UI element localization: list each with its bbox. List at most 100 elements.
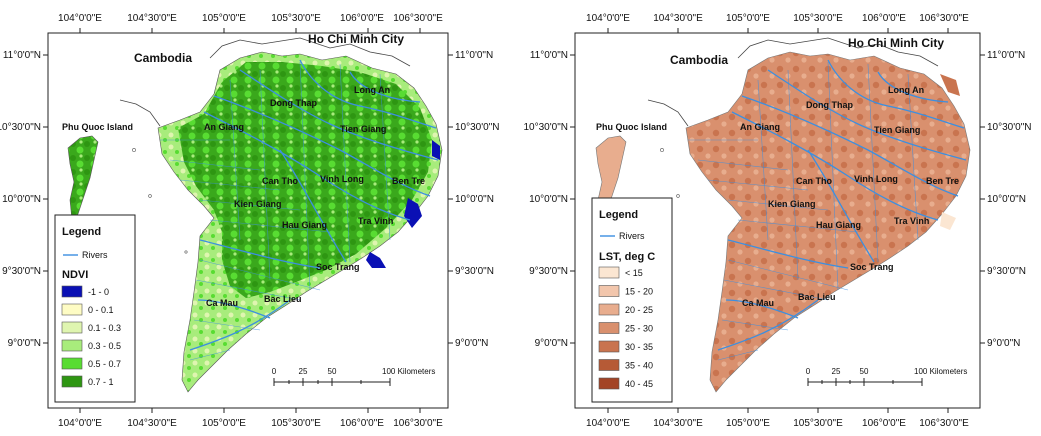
- lon-ticks: [43, 28, 453, 413]
- lon-label-bottom: 104°30'0"E: [653, 418, 703, 429]
- lon-label-top: 105°30'0"E: [271, 13, 321, 24]
- label-can-tho: Can Tho: [262, 176, 298, 186]
- legend-swatch: [598, 359, 620, 371]
- legend-swatch: [598, 285, 620, 297]
- scale-end-label: 100 Kilometers: [914, 367, 967, 376]
- rivers: [189, 59, 439, 351]
- canals: [688, 61, 919, 361]
- lon-label-top: 104°30'0"E: [653, 13, 703, 24]
- lon-label-top: 105°0'0"E: [726, 13, 770, 24]
- label-long-an: Long An: [354, 85, 390, 95]
- lat-label-right: 11°0'0"N: [987, 50, 1025, 61]
- lon-label-bottom: 105°0'0"E: [726, 418, 770, 429]
- label-an-giang: An Giang: [740, 122, 780, 132]
- legend-rivers-label: Rivers: [82, 250, 108, 260]
- lat-label-right: 11°0'0"N: [455, 50, 493, 61]
- label-tra-vinh: Tra Vinh: [358, 216, 393, 226]
- lat-label-left: 11°0'0"N: [530, 50, 568, 61]
- legend-swatch: [61, 375, 83, 388]
- lon-label-top: 106°0'0"E: [340, 13, 384, 24]
- scale-tick-label: 25: [832, 367, 841, 376]
- lon-ticks: [570, 28, 985, 413]
- label-cambodia: Cambodia: [134, 51, 192, 65]
- label-ca-mau: Ca Mau: [206, 298, 238, 308]
- legend-class-label: 35 - 40: [625, 361, 653, 371]
- scale-tick-label: 50: [328, 367, 337, 376]
- lon-label-bottom: 104°30'0"E: [127, 418, 177, 429]
- lat-label-left: 10°0'0"N: [2, 194, 41, 205]
- lat-label-left: 11°0'0"N: [3, 50, 41, 61]
- scale-tick-label: 25: [299, 367, 308, 376]
- legend-title: Legend: [62, 226, 101, 238]
- label-bac-lieu: Bac Lieu: [264, 294, 302, 304]
- label-dong-thap: Dong Thap: [806, 100, 853, 110]
- canals: [160, 61, 391, 361]
- lon-label-bottom: 105°30'0"E: [793, 418, 843, 429]
- scale-bar: 0 25 50 100 Kilometers: [806, 367, 967, 386]
- label-bac-lieu: Bac Lieu: [798, 292, 836, 302]
- legend-class-label: 40 - 45: [625, 379, 653, 389]
- lat-label-left: 9°0'0"N: [8, 338, 41, 349]
- legend-swatch: [598, 377, 620, 390]
- country-border: [119, 37, 411, 127]
- lat-label-right: 10°0'0"N: [455, 194, 494, 205]
- lst-legend: Legend Rivers LST, deg C < 15 15 - 20 20 -…: [591, 197, 673, 403]
- lon-label-bottom: 106°30'0"E: [393, 418, 443, 429]
- legend-class-label: 0 - 0.1: [88, 305, 114, 315]
- lon-label-top: 104°0'0"E: [58, 13, 102, 24]
- scale-tick-label: 0: [806, 367, 811, 376]
- lon-label-bottom: 106°0'0"E: [340, 418, 384, 429]
- lat-label-left: 10°0'0"N: [529, 194, 568, 205]
- label-ca-mau: Ca Mau: [742, 298, 774, 308]
- legend-class-label: 0.5 - 0.7: [88, 359, 121, 369]
- lon-label-bottom: 106°30'0"E: [919, 418, 969, 429]
- label-can-tho: Can Tho: [796, 176, 832, 186]
- legend-class-label: 15 - 20: [625, 287, 653, 297]
- lon-label-top: 106°30'0"E: [393, 13, 443, 24]
- hot-patch: [940, 74, 960, 96]
- label-vinh-long: Vinh Long: [854, 174, 898, 184]
- lat-label-right: 9°0'0"N: [455, 338, 488, 349]
- delta-landmass: [685, 51, 971, 393]
- lat-label-left: 10°30'0"N: [0, 122, 41, 133]
- water-patch: [432, 140, 440, 160]
- legend-class-label: 0.3 - 0.5: [88, 341, 121, 351]
- label-tien-giang: Tien Giang: [340, 124, 386, 134]
- lst-map-panel: 104°0'0"E 104°30'0"E 105°0'0"E 105°30'0"…: [520, 0, 1040, 436]
- legend-class-label: 20 - 25: [625, 305, 653, 315]
- lon-label-bottom: 106°0'0"E: [862, 418, 906, 429]
- legend-class-label: 25 - 30: [625, 324, 653, 334]
- label-hcmc: Ho Chi Minh City: [848, 36, 944, 50]
- ndvi-map-panel: 104°0'0"E 104°30'0"E 105°0'0"E 105°30'0"…: [0, 0, 520, 436]
- lon-label-bottom: 105°0'0"E: [202, 418, 246, 429]
- label-an-giang: An Giang: [204, 122, 244, 132]
- label-dong-thap: Dong Thap: [270, 98, 317, 108]
- lon-label-bottom: 104°0'0"E: [58, 418, 102, 429]
- water-patch: [366, 252, 386, 268]
- scale-end-label: 100 Kilometers: [382, 367, 435, 376]
- scale-tick-label: 0: [272, 367, 277, 376]
- lat-label-left: 9°30'0"N: [529, 266, 568, 277]
- label-kien-giang: Kien Giang: [768, 199, 816, 209]
- label-long-an: Long An: [888, 85, 924, 95]
- rivers: [717, 59, 967, 351]
- legend-title: Legend: [599, 209, 638, 221]
- lat-label-left: 10°30'0"N: [524, 122, 569, 133]
- lon-label-bottom: 105°30'0"E: [271, 418, 321, 429]
- label-soc-trang: Soc Trang: [850, 262, 894, 272]
- label-hau-giang: Hau Giang: [282, 220, 327, 230]
- lat-label-left: 9°0'0"N: [535, 338, 568, 349]
- legend-swatch: [61, 339, 83, 352]
- legend-swatch: [61, 303, 83, 316]
- legend-swatch: [598, 322, 620, 334]
- legend-swatch: [61, 321, 83, 334]
- legend-swatch: [598, 340, 620, 353]
- legend-swatch: [61, 285, 83, 298]
- legend-class-label: 30 - 35: [625, 342, 653, 352]
- lst-map: 104°0'0"E 104°30'0"E 105°0'0"E 105°30'0"…: [524, 13, 1032, 429]
- label-ben-tre: Ben Tre: [392, 176, 425, 186]
- lon-label-top: 104°0'0"E: [586, 13, 630, 24]
- label-ben-tre: Ben Tre: [926, 176, 959, 186]
- lat-label-left: 9°30'0"N: [2, 266, 41, 277]
- lon-label-top: 104°30'0"E: [127, 13, 177, 24]
